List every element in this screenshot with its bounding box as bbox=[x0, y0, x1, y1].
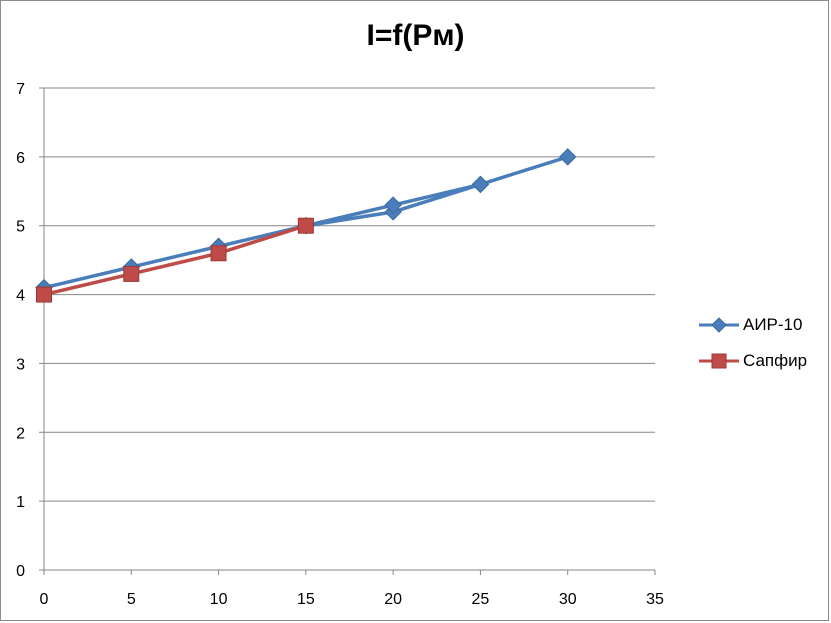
legend-line-square-icon bbox=[699, 353, 739, 369]
series-0-point-6 bbox=[559, 148, 577, 166]
y-tick-label-7: 7 bbox=[16, 81, 25, 98]
series-1-point-3 bbox=[297, 217, 314, 234]
legend-label-sapfir: Сапфир bbox=[743, 351, 808, 370]
x-tick-label-3: 15 bbox=[297, 591, 315, 608]
y-tick-label-2: 2 bbox=[16, 425, 25, 442]
y-tick-label-4: 4 bbox=[16, 288, 25, 305]
x-tick-label-2: 10 bbox=[210, 591, 228, 608]
x-tick-label-1: 5 bbox=[127, 591, 136, 608]
series-0-point-8 bbox=[384, 196, 402, 214]
x-tick-label-5: 25 bbox=[472, 591, 490, 608]
legend-label-air10: АИР-10 bbox=[743, 315, 803, 334]
x-tick-label-6: 30 bbox=[559, 591, 577, 608]
legend-item-sapfir: Сапфир bbox=[697, 349, 807, 373]
series-1-point-1 bbox=[123, 265, 140, 282]
y-tick-label-1: 1 bbox=[16, 494, 25, 511]
series-1 bbox=[36, 217, 314, 303]
series-1-point-2 bbox=[210, 245, 227, 262]
series-1-line bbox=[43, 224, 307, 297]
legend-swatch-sapfir bbox=[697, 353, 741, 369]
legend-line-diamond-icon bbox=[699, 317, 739, 333]
legend-swatch-air10 bbox=[697, 317, 741, 333]
series-1-point-0 bbox=[36, 286, 52, 303]
y-tick-label-3: 3 bbox=[16, 356, 25, 373]
tick-label-layer: 0 1 2 3 4 5 6 7 0 5 10 15 20 25 30 35 bbox=[16, 81, 664, 608]
series-0-point-7 bbox=[471, 175, 490, 194]
x-tick-label-4: 20 bbox=[384, 591, 402, 608]
series-layer bbox=[35, 148, 577, 303]
y-tick-label-6: 6 bbox=[16, 150, 25, 167]
legend-item-air10: АИР-10 bbox=[697, 313, 807, 337]
y-tick-label-5: 5 bbox=[16, 219, 25, 236]
axis-layer bbox=[39, 87, 656, 575]
chart-title: I=f(Pм) bbox=[366, 19, 465, 52]
x-tick-label-7: 35 bbox=[646, 591, 664, 608]
y-tick-label-0: 0 bbox=[16, 563, 25, 580]
x-tick-label-0: 0 bbox=[40, 591, 49, 608]
chart-legend: АИР-10 Сапфир bbox=[697, 313, 807, 385]
grid-layer bbox=[44, 87, 655, 502]
